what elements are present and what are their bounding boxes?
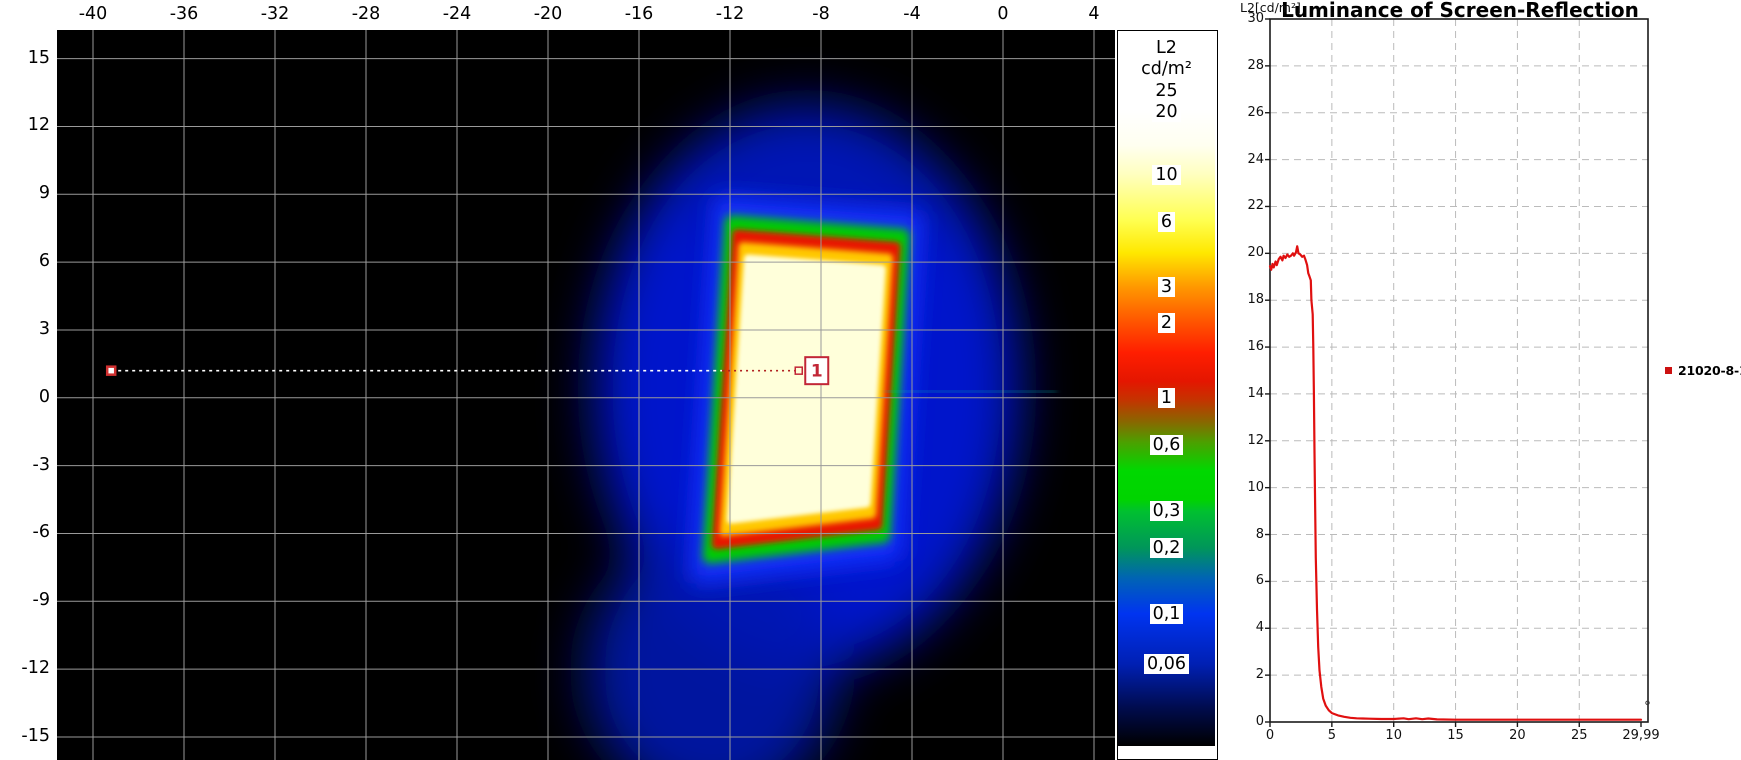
heatmap-y-tick-label: 3 xyxy=(38,318,50,339)
luminance-curve xyxy=(1268,245,1643,721)
colorbar-tick-label: 10 xyxy=(1118,164,1215,185)
camera-smear xyxy=(884,389,1058,394)
colorbar-tick-label: 0,6 xyxy=(1118,434,1215,455)
heatmap-x-tick-label: -24 xyxy=(442,4,472,24)
chart-y-tick-label: 14 xyxy=(1247,385,1264,401)
heatmap-y-tick-label: 6 xyxy=(38,251,50,272)
heatmap-y-tick-label: 9 xyxy=(38,183,50,204)
chart-y-tick-label: 16 xyxy=(1247,339,1264,355)
chart-x-tick-label: 0 xyxy=(1265,728,1275,743)
chart-y-tick-label: 2 xyxy=(1255,667,1264,683)
chart-y-tick-label: 18 xyxy=(1247,292,1264,308)
chart-x-tick-label: 15 xyxy=(1447,728,1464,743)
colorbar-tick-label: 0,3 xyxy=(1118,501,1215,522)
colorbar-tick-label: 0,1 xyxy=(1118,603,1215,624)
colorbar-tick-label: 0,2 xyxy=(1118,537,1215,558)
chart-title: Luminance of Screen-Reflection xyxy=(1281,0,1639,22)
colorbar: L2 cd/m² 25 20 10 6 3 2 1 0,6 0,3 0,2 0,1 0,06 xyxy=(1117,30,1218,760)
chart-y-tick-label: 20 xyxy=(1247,245,1264,261)
chart-ticks xyxy=(1265,18,1642,727)
colorbar-tick-label: 6 xyxy=(1118,211,1215,232)
chart-y-tick-label: 26 xyxy=(1247,104,1264,120)
chart-y-tick-label: 4 xyxy=(1255,620,1264,636)
colorbar-tick-label: 20 xyxy=(1118,101,1215,122)
heatmap-x-tick-label: 0 xyxy=(997,4,1009,24)
chart-x-tick-label: 29,99 xyxy=(1622,728,1660,743)
colorbar-tick-label: 25 xyxy=(1118,81,1215,102)
heatmap-plot[interactable]: 1 xyxy=(57,30,1115,760)
heatmap-x-tick-label: -36 xyxy=(169,4,199,24)
marker-handle xyxy=(794,366,803,375)
colorbar-tick-label: 3 xyxy=(1118,276,1215,297)
marker-1-label: 1 xyxy=(811,362,823,382)
chart-x-axis-unit: ° xyxy=(1644,699,1651,715)
colorbar-unit-line2: cd/m² xyxy=(1141,59,1192,79)
chart-gridlines xyxy=(1270,19,1648,722)
heatmap-x-tick-label: -20 xyxy=(533,4,563,24)
heatmap-x-tick-label: -12 xyxy=(715,4,745,24)
colorbar-tick-label: 1 xyxy=(1118,387,1215,408)
chart-y-tick-label: 10 xyxy=(1247,479,1264,495)
heatmap-gridlines xyxy=(57,30,1115,760)
heatmap-x-tick-label: -8 xyxy=(812,4,830,24)
chart-y-tick-label: 6 xyxy=(1255,573,1264,589)
chart-x-tick-label: 5 xyxy=(1327,728,1336,743)
chart-y-tick-label: 30 xyxy=(1247,11,1264,26)
heatmap-x-tick-label: -32 xyxy=(260,4,290,24)
heatmap-y-tick-label: 12 xyxy=(27,115,50,136)
heatmap-y-tick-label: -15 xyxy=(21,725,50,746)
legend-series-label: 21020-8-1 xyxy=(1678,363,1741,378)
chart-legend: 21020-8-1 xyxy=(1665,363,1741,378)
chart-frame xyxy=(1269,18,1649,723)
chart-x-tick-label: 10 xyxy=(1385,728,1402,743)
heatmap-y-tick-label: 15 xyxy=(27,47,50,68)
chart-x-tick-label: 25 xyxy=(1570,728,1588,743)
chart-y-tick-label: 28 xyxy=(1247,57,1264,73)
chart-y-tick-label: 12 xyxy=(1247,432,1264,448)
chart-y-tick-label: 8 xyxy=(1255,526,1264,542)
colorbar-tick-label: 2 xyxy=(1118,312,1215,333)
heatmap-y-tick-label: -9 xyxy=(32,590,50,611)
legend-marker-icon xyxy=(1665,367,1672,374)
chart-y-axis-unit: L2[cd/m²] xyxy=(1240,0,1301,15)
chart-y-tick-label: 24 xyxy=(1247,151,1264,167)
chart-y-tick-label: 22 xyxy=(1247,198,1264,214)
heatmap-x-tick-label: -4 xyxy=(903,4,921,24)
colorbar-tick-label: 0,06 xyxy=(1118,653,1215,674)
heatmap-y-tick-label: -3 xyxy=(32,454,50,475)
heatmap-y-tick-label: -12 xyxy=(21,658,50,679)
heatmap-y-tick-label: -6 xyxy=(32,522,50,543)
heatmap-x-tick-label: 4 xyxy=(1088,4,1100,24)
heatmap-x-tick-label: -16 xyxy=(624,4,654,24)
chart-y-tick-label: 0 xyxy=(1255,714,1264,729)
heatmap-x-tick-label: -40 xyxy=(78,4,108,24)
line-chart-plot[interactable] xyxy=(1240,0,1741,760)
chart-x-tick-label: 20 xyxy=(1509,728,1526,743)
heatmap-y-tick-label: 0 xyxy=(38,386,50,407)
colorbar-unit-line1: L2 xyxy=(1156,38,1177,58)
marker-1-box[interactable] xyxy=(804,356,830,386)
heatmap-x-tick-label: -28 xyxy=(351,4,381,24)
marker-start-point xyxy=(105,365,117,376)
